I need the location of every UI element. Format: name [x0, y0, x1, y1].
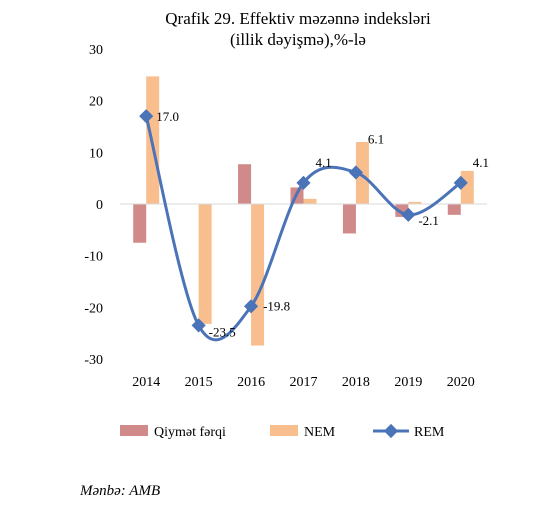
rem-line: [144, 115, 462, 342]
rem-data-label: 4.1: [316, 155, 332, 170]
bar-nem-2019: [408, 201, 422, 204]
legend-swatch-qiymət-fərqi: [120, 425, 148, 436]
y-tick-label: 0: [96, 198, 103, 213]
legend-label-rem: REM: [414, 425, 445, 440]
rem-data-label: -23.5: [209, 324, 236, 339]
rem-marker-2015: [191, 318, 206, 333]
x-axis-ticks: 2014 2015 2016 2017 2018 2019 2020: [132, 375, 475, 390]
rem-data-label: 6.1: [368, 131, 384, 146]
x-tick-label: 2020: [447, 375, 475, 390]
x-tick-label: 2017: [290, 375, 318, 390]
rem-marker-2018: [348, 165, 363, 180]
rem-marker-2016: [244, 299, 259, 314]
rem-data-label: 4.1: [473, 155, 489, 170]
legend-marker-rem: [383, 423, 399, 439]
rem-marker-2017: [296, 175, 311, 190]
y-axis-ticks: 30 20 10 0 -10 -20 -30: [84, 43, 103, 368]
legend: Qiymət fərqi NEM REM: [120, 423, 445, 440]
y-tick-label: -10: [84, 250, 103, 265]
bar-nem-2015: [198, 204, 212, 324]
x-tick-label: 2016: [237, 375, 265, 390]
x-tick-label: 2018: [342, 375, 370, 390]
x-tick-label: 2015: [185, 375, 213, 390]
legend-label-nem: NEM: [304, 425, 336, 440]
rem-line-series: 17.0 -23.5 -19.8 4.1 6.1 -2.1 4.1: [139, 109, 489, 342]
bar-qiymət-fərqi-2014: [133, 204, 147, 243]
bar-qiymət-fərqi-2018: [342, 204, 356, 234]
y-tick-label: -20: [84, 301, 103, 316]
y-tick-label: -30: [84, 353, 103, 368]
chart-title-line-1: Qrafik 29. Effektiv məzənnə indeksləri: [165, 9, 431, 28]
rem-data-label: -19.8: [263, 298, 290, 313]
y-tick-label: 30: [89, 43, 103, 58]
legend-label-qiymət-fərqi: Qiymət fərqi: [154, 425, 226, 440]
rem-marker-2020: [453, 175, 468, 190]
x-tick-label: 2019: [394, 375, 422, 390]
source-note: Mənbə: AMB: [79, 483, 160, 499]
bar-nem-2016: [251, 204, 265, 346]
x-tick-label: 2014: [132, 375, 160, 390]
rem-data-label: 17.0: [156, 109, 179, 124]
legend-swatch-nem: [270, 425, 298, 436]
bar-qiymət-fərqi-2020: [447, 204, 461, 215]
bar-qiymət-fərqi-2016: [238, 164, 252, 204]
rem-marker-2019: [401, 207, 416, 222]
rem-data-label: -2.1: [418, 213, 439, 228]
bar-nem-2017: [303, 198, 317, 204]
bars: [133, 76, 474, 346]
y-tick-label: 10: [89, 146, 103, 161]
y-tick-label: 20: [89, 95, 103, 110]
chart-title-line-2: (illik dəyişmə),%-lə: [230, 30, 366, 49]
